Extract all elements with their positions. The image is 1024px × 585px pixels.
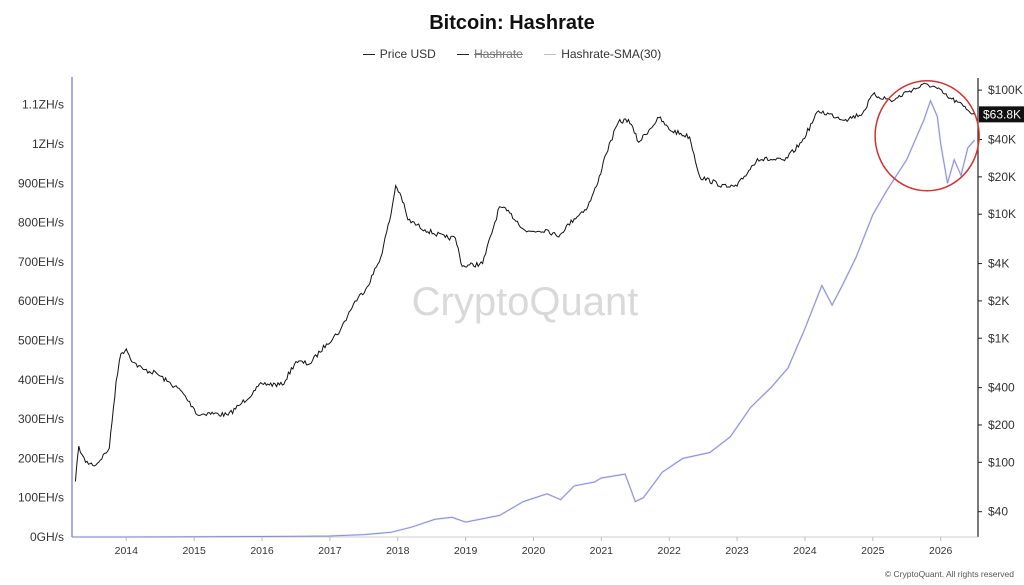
- y-right-tick-label: $20K: [988, 170, 1016, 184]
- legend-swatch-sma: [544, 54, 557, 56]
- y-right-tick-label: $1K: [988, 331, 1009, 345]
- axes-layer: 0GH/s 100EH/s 200EH/s 300EH/s 400EH/s 500EH/s…: [18, 77, 1023, 557]
- y-left-tick-label: 100EH/s: [18, 491, 64, 505]
- y-left-tick-label: 200EH/s: [18, 451, 64, 465]
- series-price-line: [74, 82, 975, 482]
- y-right-tick-label: $10K: [988, 207, 1016, 221]
- y-left-tick-label: 700EH/s: [18, 255, 64, 269]
- y-right-tick-label: $400: [988, 381, 1015, 395]
- legend-item-sma[interactable]: Hashrate-SMA(30): [544, 47, 661, 61]
- watermark: CryptoQuant: [412, 280, 639, 324]
- annotation-circle: [874, 80, 980, 192]
- y-right-tick-label: $4K: [988, 257, 1009, 271]
- legend-item-hashrate[interactable]: Hashrate: [457, 47, 523, 61]
- legend-item-price[interactable]: Price USD: [362, 47, 436, 61]
- footer-copyright: © CryptoQuant. All rights reserved: [884, 569, 1014, 579]
- x-tick-label: 2018: [386, 545, 410, 557]
- x-tick-label: 2015: [182, 545, 206, 557]
- y-left-tick-label: 900EH/s: [18, 176, 64, 190]
- x-tick-label: 2022: [658, 545, 682, 557]
- overlay-layer: $63.8K: [874, 80, 1024, 192]
- legend-swatch-hashrate: [457, 54, 470, 56]
- y-right-tick-label: $2K: [988, 294, 1009, 308]
- series-layer: [72, 82, 976, 539]
- legend-swatch-price: [362, 54, 375, 56]
- y-left-tick-label: 1.1ZH/s: [22, 98, 64, 112]
- x-tick-label: 2023: [725, 545, 749, 557]
- y-left-tick-label: 300EH/s: [18, 412, 64, 426]
- x-tick-label: 2019: [454, 545, 478, 557]
- legend: Price USD Hashrate Hashrate-SMA(30): [0, 47, 1024, 61]
- x-tick-label: 2024: [793, 545, 817, 557]
- legend-label-sma: Hashrate-SMA(30): [561, 47, 662, 61]
- x-tick-label: 2021: [590, 545, 614, 557]
- chart-title: Bitcoin: Hashrate: [429, 12, 595, 34]
- y-left-tick-label: 800EH/s: [18, 216, 64, 230]
- legend-label-price: Price USD: [379, 47, 436, 61]
- y-left-tick-label: 1ZH/s: [32, 137, 64, 151]
- y-right-tick-label: $40: [988, 505, 1008, 519]
- x-tick-label: 2020: [522, 545, 546, 557]
- current-price-tag-label: $63.8K: [983, 107, 1021, 121]
- x-tick-label: 2014: [115, 545, 139, 557]
- y-right-tick-label: $100: [988, 455, 1015, 469]
- y-right-tick-label: $200: [988, 418, 1015, 432]
- current-price-tag-bg: [979, 106, 1024, 123]
- y-left-tick-label: 400EH/s: [18, 373, 64, 387]
- x-tick-label: 2026: [929, 545, 953, 557]
- series-hashrate-sma-line: [72, 99, 975, 538]
- x-tick-label: 2017: [318, 545, 342, 557]
- x-tick-label: 2025: [861, 545, 885, 557]
- y-left-tick-label: 500EH/s: [18, 333, 64, 347]
- y-right-tick-label: $40K: [988, 133, 1016, 147]
- x-tick-label: 2016: [250, 545, 274, 557]
- y-right-tick-label: $100K: [988, 83, 1023, 97]
- y-left-tick-label: 600EH/s: [18, 294, 64, 308]
- series-hashrate-sma-halo: [72, 97, 976, 539]
- y-left-tick-label: 0GH/s: [30, 530, 64, 544]
- legend-label-hashrate: Hashrate: [474, 47, 523, 61]
